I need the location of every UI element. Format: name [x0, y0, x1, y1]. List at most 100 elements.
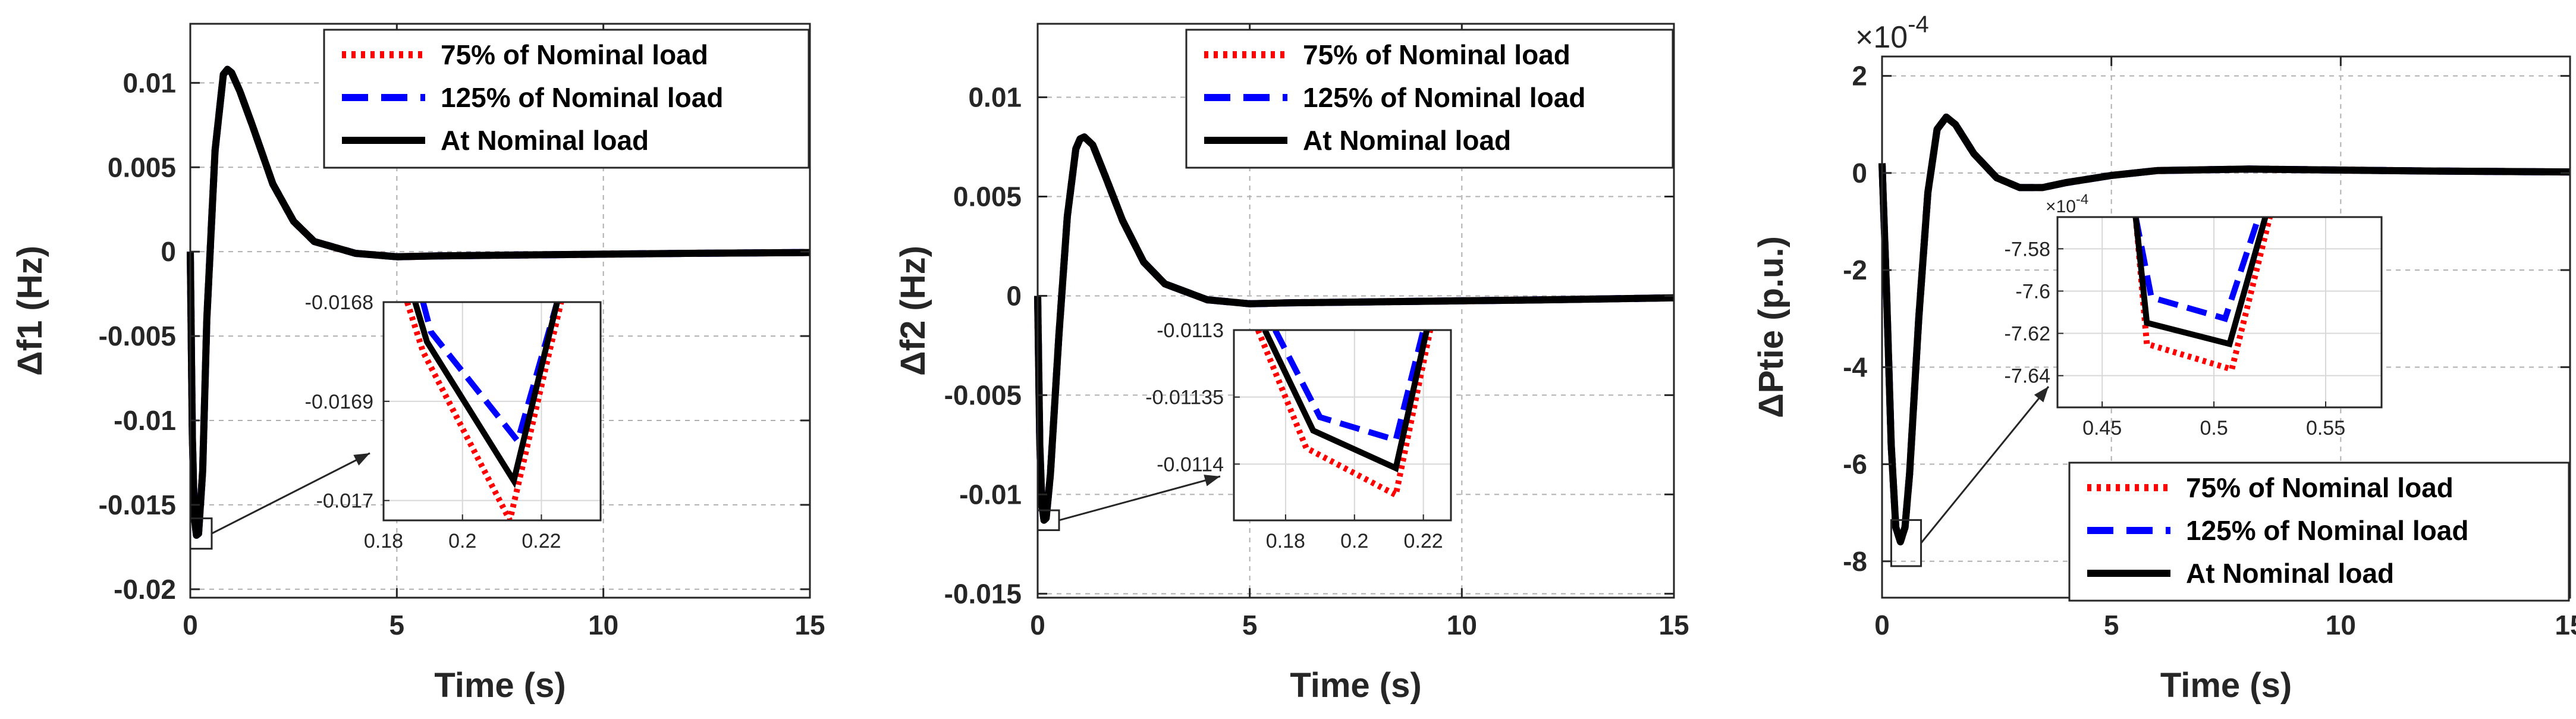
y-tick-label: 0.005 [953, 181, 1022, 212]
legend-entry-label: 75% of Nominal load [2186, 472, 2454, 503]
series-line [1878, 114, 2571, 546]
inset-axes: 0.45 0.5 0.55 -7.58 -7.6 -7.62 -7.64 ×10-4 [2005, 191, 2383, 439]
inset-plot-area [2057, 217, 2382, 407]
legend-entry-label: 125% of Nominal load [441, 82, 723, 113]
axes-box [189, 23, 811, 599]
zoom-selection-box [189, 517, 213, 550]
x-tick-label: 15 [2555, 610, 2576, 640]
inset-x-tick-label: 0.5 [2200, 417, 2228, 439]
x-tick-label: 0 [1030, 610, 1045, 640]
inset-x-tick-label: 0.2 [448, 530, 476, 552]
exponent-base: ×10 [1855, 20, 1908, 55]
panel-df1: 0 5 10 15 0.01 0.005 0 -0.005 -0.01 -0.015 -0.02 Ti… [11, 23, 825, 705]
y-tick-label: 2 [1852, 61, 1867, 92]
y-tick-label: -6 [1843, 449, 1867, 480]
y-axis-label: ΔPtie (p.u.) [1752, 236, 1790, 418]
inset-series-line [2132, 217, 2262, 322]
y-tick-label: 0.01 [968, 82, 1022, 113]
inset-exponent-base: ×10 [2046, 197, 2076, 216]
y-tick-label: -0.02 [114, 574, 176, 605]
inset-y-tick-label: -7.58 [2005, 238, 2051, 260]
inset-series-line [404, 302, 564, 520]
inset-y-tick-label: -0.01135 [1145, 387, 1224, 409]
legend: 75% of Nominal load 125% of Nominal load A… [2068, 461, 2570, 602]
exponent-label: ×10-4 [1855, 11, 1929, 55]
inset-box [2056, 216, 2383, 409]
zoom-arrow-line [211, 452, 370, 535]
inset-y-tick-label: -7.62 [2005, 323, 2051, 346]
inset-y-tick-label: -0.0114 [1157, 453, 1224, 476]
inset-axes: 0.18 0.2 0.22 -0.0113 -0.01135 -0.0114 [1145, 319, 1452, 552]
zoom-arrow-head [2034, 387, 2049, 403]
x-axis-label: Time (s) [1290, 666, 1421, 705]
exponent-power: -4 [1908, 11, 1929, 37]
y-tick-label: 0 [1006, 280, 1022, 311]
inset-box [382, 301, 602, 522]
y-tick-label: -0.005 [99, 321, 176, 351]
x-axis-label: Time (s) [434, 666, 566, 705]
legend: 75% of Nominal load 125% of Nominal load A… [1185, 29, 1674, 169]
inset-x-tick-label: 0.22 [1404, 530, 1443, 552]
zoom-arrow-head [1204, 475, 1220, 486]
zoom-arrow-line [1058, 475, 1221, 522]
inset-x-tick-label: 0.22 [522, 530, 561, 552]
legend-entry-label: At Nominal load [1303, 125, 1511, 156]
inset-x-tick-label: 0.18 [364, 530, 403, 552]
inset-y-tick-label: -7.6 [2015, 280, 2050, 303]
x-tick-label: 5 [1242, 610, 1258, 640]
series-line [187, 65, 811, 539]
y-tick-label: -0.01 [114, 405, 176, 436]
y-axis-label: Δf1 (Hz) [11, 246, 49, 376]
legend-entry-label: 75% of Nominal load [441, 39, 708, 70]
inset-y-tick-label: -0.0169 [305, 391, 373, 413]
legend-entry-label: 125% of Nominal load [2186, 515, 2468, 546]
inset-series-line [1255, 330, 1434, 500]
inset-y-tick-label: -0.017 [316, 490, 373, 513]
x-tick-label: 10 [588, 610, 618, 640]
x-tick-label: 0 [1874, 610, 1890, 640]
inset-series-line [412, 302, 560, 489]
x-tick-label: 5 [389, 610, 405, 640]
x-tick-label: 10 [1447, 610, 1477, 640]
y-tick-label: -4 [1843, 351, 1867, 382]
inset-y-tick-label: -0.0113 [1157, 319, 1224, 342]
y-tick-label: -8 [1843, 546, 1867, 577]
inset-y-tick-label: -7.64 [2005, 365, 2051, 388]
inset-box [1233, 329, 1452, 522]
y-tick-label: -2 [1843, 255, 1867, 285]
x-tick-label: 0 [183, 610, 198, 640]
y-tick-label: -0.01 [959, 479, 1022, 510]
inset-series-line [1273, 330, 1427, 444]
inset-x-tick-label: 0.2 [1340, 530, 1368, 552]
y-tick-label: -0.005 [944, 379, 1022, 410]
series-line [1034, 133, 1675, 524]
legend-entry-label: At Nominal load [2186, 558, 2394, 589]
y-tick-label: 0.005 [108, 152, 176, 183]
inset-x-tick-label: 0.18 [1266, 530, 1305, 552]
legend: 75% of Nominal load 125% of Nominal load A… [323, 29, 810, 169]
zoom-arrow-head [353, 453, 370, 466]
x-tick-label: 15 [1658, 610, 1689, 640]
inset-x-tick-label: 0.55 [2306, 417, 2345, 439]
panel-df2: 0 5 10 15 0.01 0.005 0 -0.005 -0.01 -0.015 Time (s… [894, 23, 1689, 705]
y-axis-label: Δf2 (Hz) [894, 246, 932, 376]
y-tick-label: 0 [1852, 158, 1867, 189]
inset-axes: 0.18 0.2 0.22 -0.0168 -0.0169 -0.017 [305, 291, 602, 552]
inset-series-line [2132, 217, 2269, 348]
inset-series-line [1262, 330, 1430, 473]
x-tick-label: 10 [2326, 610, 2356, 640]
x-tick-label: 5 [2104, 610, 2119, 640]
x-tick-label: 15 [794, 610, 825, 640]
x-axis-label: Time (s) [2160, 666, 2292, 705]
inset-x-tick-label: 0.45 [2082, 417, 2122, 439]
inset-exponent-label: ×10-4 [2046, 191, 2088, 216]
axes-box [1036, 23, 1675, 599]
y-tick-label: 0 [161, 236, 176, 267]
y-tick-label: -0.015 [99, 489, 176, 520]
legend-entry-label: At Nominal load [441, 125, 649, 156]
y-tick-label: -0.015 [944, 578, 1022, 609]
legend-entry-label: 75% of Nominal load [1303, 39, 1570, 70]
inset-exponent-power: -4 [2076, 191, 2088, 208]
